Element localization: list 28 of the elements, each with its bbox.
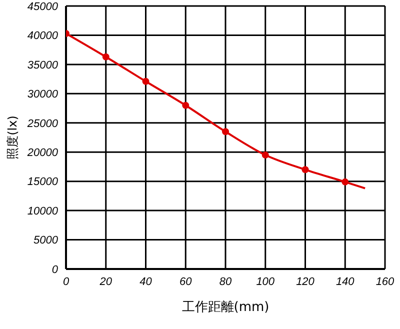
y-tick-label: 10000 xyxy=(27,205,59,218)
y-tick-label: 45000 xyxy=(27,0,59,13)
x-tick-label: 40 xyxy=(140,276,153,288)
y-tick-label: 5000 xyxy=(34,234,59,247)
x-tick-label: 80 xyxy=(219,276,232,288)
point xyxy=(142,78,150,85)
y-tick-label: 20000 xyxy=(26,147,59,160)
x-tick-label: 0 xyxy=(62,276,70,288)
y-tick-label: 40000 xyxy=(27,30,59,42)
y-tick-label: 30000 xyxy=(27,88,59,101)
y-tick-label: 25000 xyxy=(26,118,59,130)
point xyxy=(262,152,269,159)
y-tick-label: 0 xyxy=(52,264,59,276)
point xyxy=(222,128,229,136)
x-tick-label: 140 xyxy=(336,276,356,288)
x-tick-label: 20 xyxy=(98,276,113,288)
point xyxy=(302,166,309,174)
point xyxy=(102,53,110,60)
x-tick-label: 160 xyxy=(376,276,396,288)
point xyxy=(342,178,349,186)
x-tick-label: 100 xyxy=(256,276,276,288)
x-tick-label: 60 xyxy=(180,276,193,288)
x-tick-label: 120 xyxy=(296,276,316,288)
point xyxy=(182,102,190,109)
y-tick-label: 35000 xyxy=(27,59,59,72)
x-axis-title: 工作距離(mm) xyxy=(182,300,270,315)
y-axis-title: 照度(lx) xyxy=(5,116,20,160)
y-tick-label: 15000 xyxy=(27,176,59,188)
